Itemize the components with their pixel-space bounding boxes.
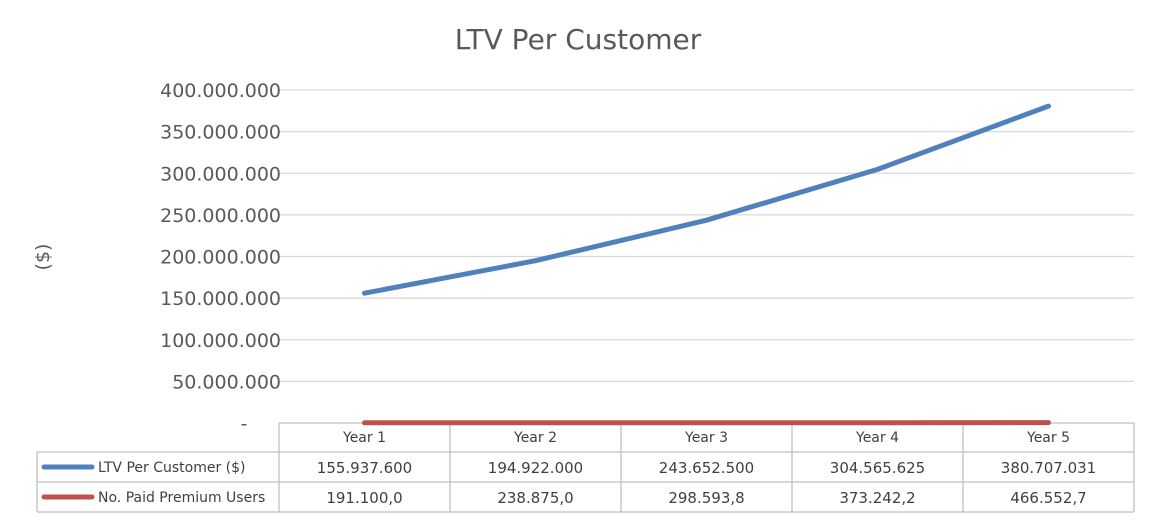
y-tick-label: - <box>241 413 248 435</box>
data-table-value: 194.922.000 <box>488 459 583 477</box>
data-table-value: 373.242,2 <box>839 489 915 507</box>
data-table-value: 243.652.500 <box>659 459 754 477</box>
series-line <box>362 103 1051 296</box>
x-category-label: Year 5 <box>1026 430 1070 446</box>
data-table-value: 304.565.625 <box>830 459 925 477</box>
y-tick-label: 400.000.000 <box>160 80 281 102</box>
y-tick-label: 150.000.000 <box>160 288 281 310</box>
x-category-label: Year 3 <box>684 430 728 446</box>
data-table: Year 1 Year 2 Year 3 Year 4 Year 5 LTV Per Cu… <box>36 422 1135 513</box>
y-tick-label: 50.000.000 <box>172 371 281 393</box>
data-table-value: 380.707.031 <box>1001 459 1096 477</box>
y-axis-ticks: - 50.000.000 100.000.000 150.000.000 200.000… <box>160 80 281 435</box>
x-category-label: Year 4 <box>855 430 899 446</box>
legend-series-name: LTV Per Customer ($) <box>98 460 246 476</box>
chart-title: LTV Per Customer <box>455 23 702 56</box>
y-axis-label: ($) <box>32 244 54 271</box>
y-tick-label: 350.000.000 <box>160 122 281 144</box>
y-tick-label: 200.000.000 <box>160 247 281 269</box>
y-tick-label: 100.000.000 <box>160 330 281 352</box>
x-category-label: Year 2 <box>513 430 557 446</box>
gridlines <box>279 89 1134 383</box>
series-lines <box>362 103 1051 426</box>
y-tick-label: 300.000.000 <box>160 163 281 185</box>
x-category-label: Year 1 <box>342 430 386 446</box>
data-table-value: 238.875,0 <box>497 489 573 507</box>
data-table-value: 191.100,0 <box>326 489 402 507</box>
legend-series-name: No. Paid Premium Users <box>98 490 265 506</box>
data-table-value: 466.552,7 <box>1010 489 1086 507</box>
data-table-value: 298.593,8 <box>668 489 744 507</box>
y-tick-label: 250.000.000 <box>160 205 281 227</box>
data-table-value: 155.937.600 <box>317 459 412 477</box>
